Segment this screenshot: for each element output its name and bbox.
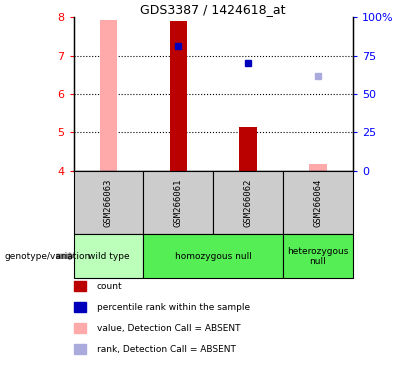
Bar (143, 171, 213, 234)
Text: GSM266063: GSM266063 (104, 179, 113, 227)
Title: GDS3387 / 1424618_at: GDS3387 / 1424618_at (140, 3, 286, 16)
Bar (239, 127, 257, 171)
Text: GSM266061: GSM266061 (174, 179, 183, 227)
Text: GSM266064: GSM266064 (313, 179, 323, 227)
Bar (143, 234, 283, 278)
Text: homozygous null: homozygous null (175, 252, 252, 261)
Text: GSM266062: GSM266062 (244, 179, 252, 227)
Bar (309, 164, 327, 171)
Text: genotype/variation: genotype/variation (4, 252, 90, 261)
Bar (100, 20, 117, 171)
Bar (213, 171, 283, 234)
Bar (283, 171, 353, 234)
Text: rank, Detection Call = ABSENT: rank, Detection Call = ABSENT (97, 345, 236, 354)
Text: percentile rank within the sample: percentile rank within the sample (97, 303, 250, 312)
Text: heterozygous
null: heterozygous null (287, 247, 349, 266)
Text: value, Detection Call = ABSENT: value, Detection Call = ABSENT (97, 324, 240, 333)
Bar (74, 234, 143, 278)
Bar (170, 21, 187, 171)
Bar (74, 171, 143, 234)
Text: wild type: wild type (88, 252, 129, 261)
Text: count: count (97, 281, 122, 291)
Bar (283, 234, 353, 278)
